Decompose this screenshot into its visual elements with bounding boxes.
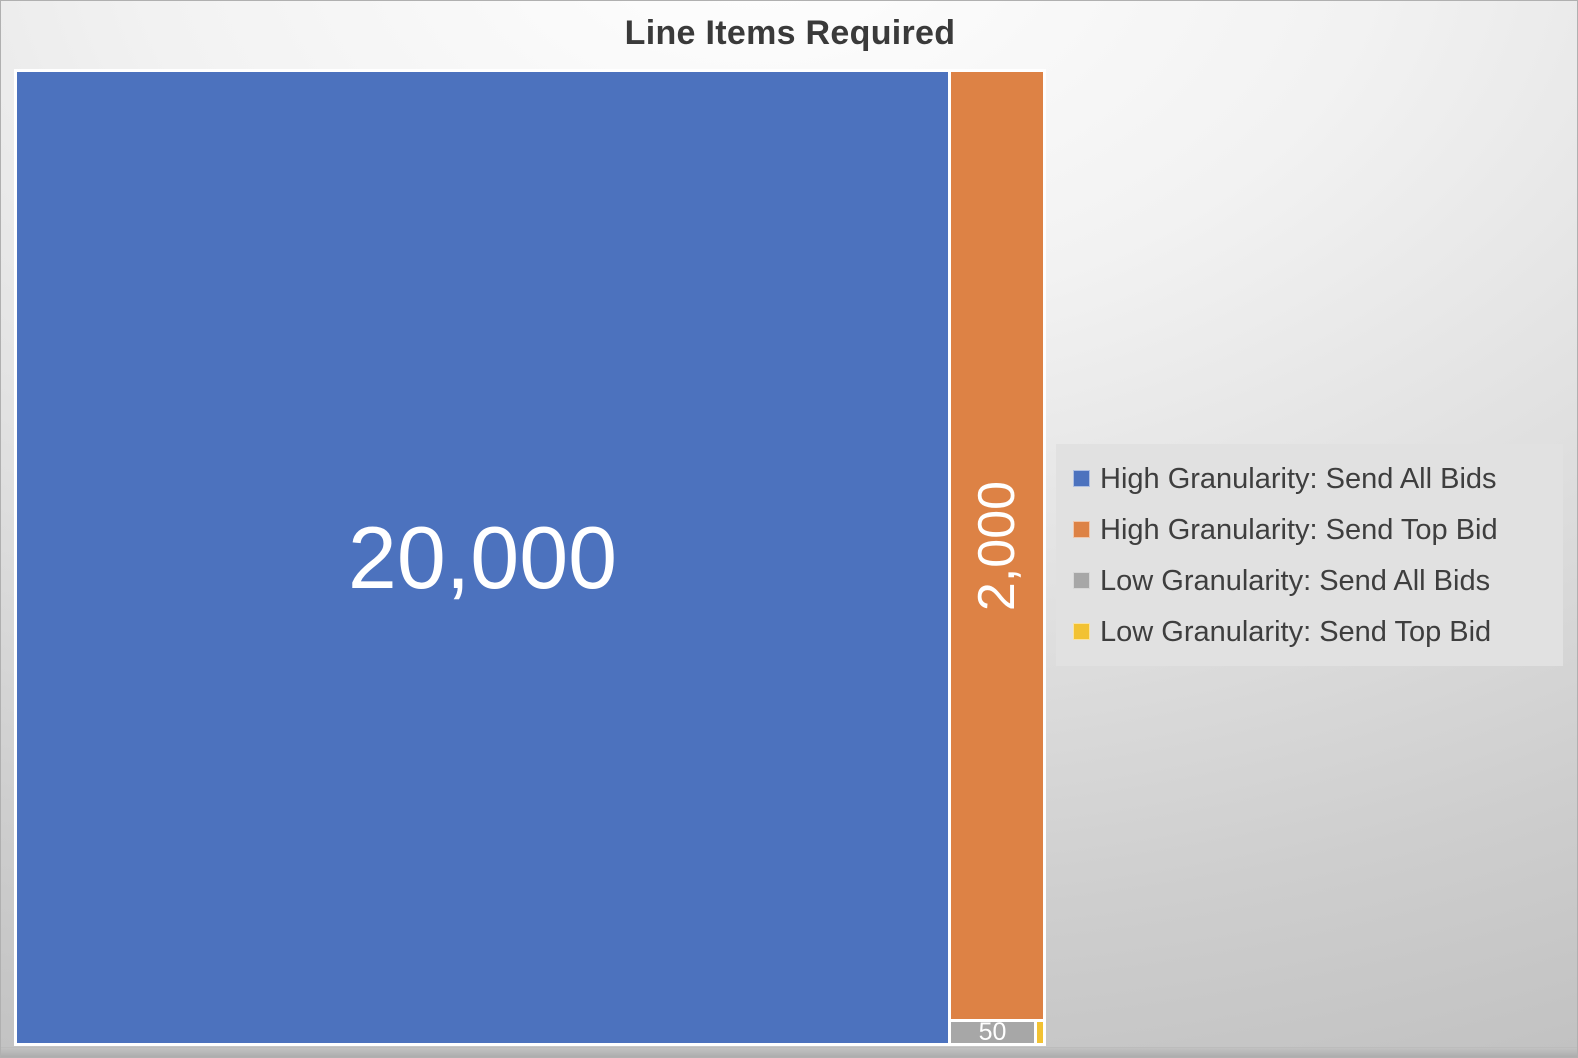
data-label-low-send-all-bids: 50 [978,1018,1007,1046]
window-bottom-edge [1,1047,1577,1057]
treemap-cell-high-granularity-send-all-bids[interactable]: 20,000 [17,72,948,1043]
legend-swatch-gray [1073,572,1090,589]
treemap-cell-high-granularity-send-top-bid[interactable]: 2,000 [951,72,1043,1019]
legend-item-high-granularity-send-top-bid[interactable]: High Granularity: Send Top Bid [1073,513,1563,547]
treemap-cell-low-granularity-send-top-bid[interactable] [1037,1022,1043,1043]
data-label-send-top-bid: 2,000 [968,480,1027,611]
legend-item-low-granularity-send-all-bids[interactable]: Low Granularity: Send All Bids [1073,564,1563,598]
legend-item-low-granularity-send-top-bid[interactable]: Low Granularity: Send Top Bid [1073,615,1563,649]
legend-swatch-yellow [1073,623,1090,640]
legend-item-high-granularity-send-all-bids[interactable]: High Granularity: Send All Bids [1073,462,1563,496]
legend-swatch-blue [1073,470,1090,487]
legend-label: High Granularity: Send Top Bid [1100,513,1498,546]
chart-legend: High Granularity: Send All Bids High Gra… [1056,444,1563,666]
legend-swatch-orange [1073,521,1090,538]
legend-label: Low Granularity: Send All Bids [1100,564,1491,597]
legend-label: Low Granularity: Send Top Bid [1100,615,1492,648]
treemap-plot-area: 20,000 2,000 50 [14,69,1046,1046]
chart-title: Line Items Required [624,14,956,52]
data-label-send-all-bids: 20,000 [347,507,618,607]
legend-label: High Granularity: Send All Bids [1100,462,1497,495]
treemap-cell-low-granularity-send-all-bids[interactable]: 50 [951,1018,1034,1046]
